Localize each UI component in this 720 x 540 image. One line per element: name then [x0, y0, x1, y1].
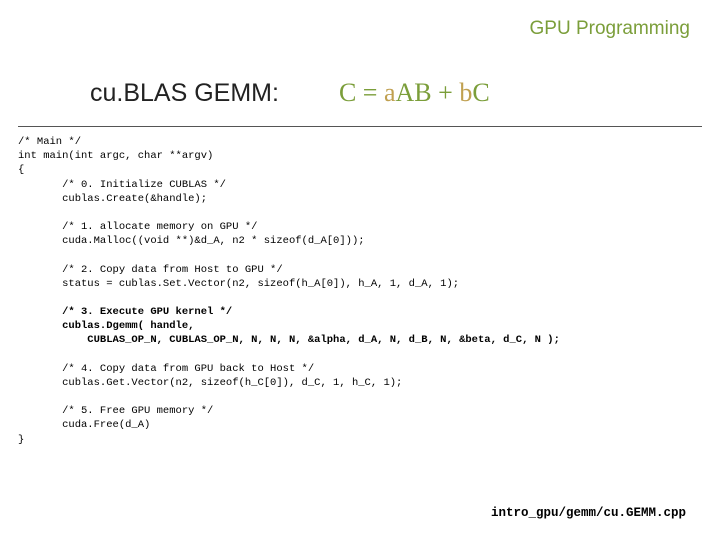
- code-line: }: [18, 434, 24, 446]
- formula-part: a: [384, 78, 396, 107]
- divider: [18, 126, 702, 127]
- code-line: CUBLAS_OP_N, CUBLAS_OP_N, N, N, N, &alph…: [18, 334, 560, 346]
- header-text: GPU Programming: [530, 18, 691, 39]
- code-line: cublas.Create(&handle);: [18, 193, 207, 205]
- code-line: /* 3. Execute GPU kernel */: [18, 306, 232, 318]
- footer-path: intro_gpu/gemm/cu.GEMM.cpp: [491, 506, 686, 520]
- code-line: /* 0. Initialize CUBLAS */: [18, 179, 226, 191]
- formula-part: +: [432, 78, 460, 107]
- code-line: /* 1. allocate memory on GPU */: [18, 221, 257, 233]
- formula-part: C =: [339, 78, 384, 107]
- code-line: /* 2. Copy data from Host to GPU */: [18, 264, 283, 276]
- code-block: /* Main */ int main(int argc, char **arg…: [0, 131, 720, 447]
- code-line: {: [18, 164, 24, 176]
- formula-part: AB: [396, 78, 432, 107]
- code-line: int main(int argc, char **argv): [18, 150, 213, 162]
- slide-header: GPU Programming: [0, 0, 720, 40]
- code-line: cublas.Dgemm( handle,: [18, 320, 194, 332]
- title-formula: C = aAB + bC: [339, 78, 490, 108]
- code-line: /* Main */: [18, 136, 81, 148]
- code-line: /* 5. Free GPU memory */: [18, 405, 213, 417]
- code-line: cuda.Free(d_A): [18, 419, 150, 431]
- code-line: cuda.Malloc((void **)&d_A, n2 * sizeof(d…: [18, 235, 365, 247]
- title-left: cu.BLAS GEMM:: [90, 79, 279, 108]
- formula-part: C: [472, 78, 489, 107]
- title-row: cu.BLAS GEMM: C = aAB + bC: [0, 78, 720, 108]
- code-line: cublas.Get.Vector(n2, sizeof(h_C[0]), d_…: [18, 377, 402, 389]
- code-line: status = cublas.Set.Vector(n2, sizeof(h_…: [18, 278, 459, 290]
- code-line: /* 4. Copy data from GPU back to Host */: [18, 363, 314, 375]
- formula-part: b: [459, 78, 472, 107]
